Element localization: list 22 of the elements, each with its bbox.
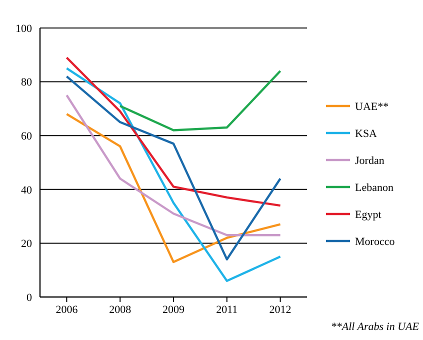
legend-label: Lebanon bbox=[355, 182, 394, 194]
x-tick-label: 2008 bbox=[109, 304, 132, 316]
text: **All Arabs in UAE bbox=[330, 321, 420, 333]
y-tick-label: 60 bbox=[21, 130, 32, 142]
x-tick-label: 2012 bbox=[269, 304, 292, 316]
y-tick-label: 40 bbox=[21, 184, 32, 196]
y-tick-label: 80 bbox=[21, 76, 32, 89]
legend-label: Egypt bbox=[355, 208, 382, 221]
line-series bbox=[66, 94, 282, 236]
legend-label: KSA bbox=[355, 128, 378, 140]
line-series bbox=[66, 112, 282, 264]
x-tick-label: 2011 bbox=[216, 304, 238, 316]
legend-label: Jordan bbox=[355, 154, 385, 167]
x-tick-label: 2006 bbox=[56, 304, 78, 316]
line-series bbox=[66, 56, 282, 207]
line-series bbox=[119, 70, 282, 132]
y-tick-label: 20 bbox=[21, 238, 32, 250]
y-tick-label: 0 bbox=[26, 292, 32, 304]
y-tick-label: 100 bbox=[16, 22, 32, 35]
legend-label: UAE** bbox=[355, 100, 389, 113]
x-tick-label: 2009 bbox=[162, 304, 185, 316]
legend-label: Morocco bbox=[355, 236, 396, 248]
